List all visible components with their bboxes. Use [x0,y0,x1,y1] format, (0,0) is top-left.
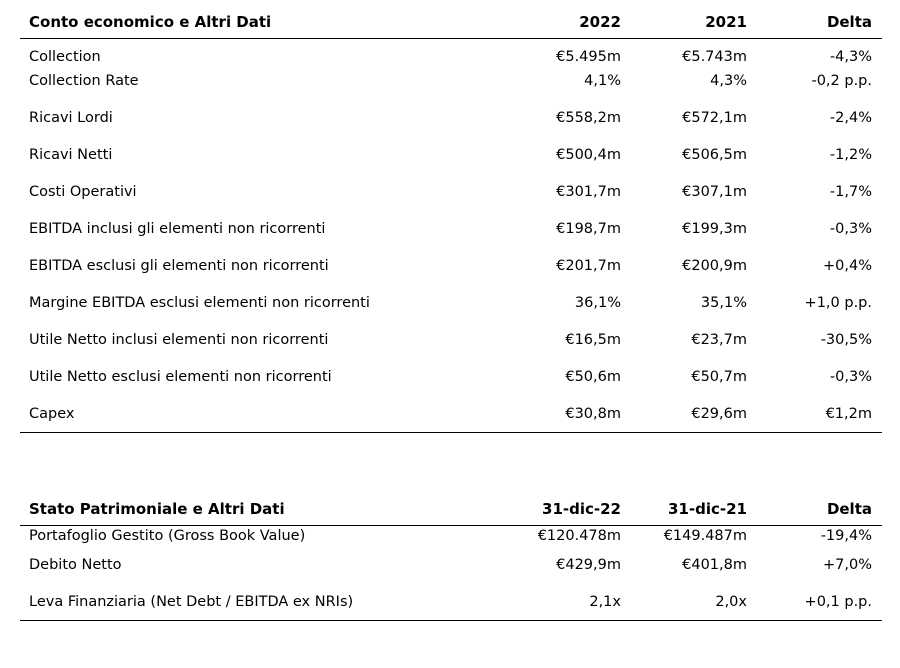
income-col-2022: 2022 [579,13,621,31]
value-2021: €572,1m [682,109,747,126]
value-delta: +0,4% [823,257,872,274]
value-2021: €506,5m [682,146,747,163]
income-statement-table: Conto economico e Altri Dati 2022 2021 D… [20,6,882,433]
row-label: Debito Netto [29,556,122,573]
row-label: Utile Netto esclusi elementi non ricorre… [29,368,332,385]
value-2021: 2,0x [715,593,747,610]
value-2022: 2,1x [589,593,621,610]
value-2022: €500,4m [556,146,621,163]
row-label: Costi Operativi [29,183,137,200]
row-label: Ricavi Netti [29,146,113,163]
row-label: Collection Rate [29,72,139,89]
table-row: Ricavi Lordi €558,2m €572,1m -2,4% [20,99,882,136]
table-row: Collection €5.495m €5.743m -4,3% [20,42,882,65]
balance-header-row: Stato Patrimoniale e Altri Dati 31-dic-2… [20,493,882,525]
table-row: EBITDA inclusi gli elementi non ricorren… [20,210,882,247]
table-row: Portafoglio Gestito (Gross Book Value) €1… [20,526,882,546]
value-2021: €199,3m [682,220,747,237]
balance-col-delta: Delta [826,500,872,518]
value-2022: 4,1% [584,72,621,89]
row-label: EBITDA inclusi gli elementi non ricorren… [29,220,326,237]
value-2022: €429,9m [556,556,621,573]
value-2021: €29,6m [691,405,747,422]
value-2021: €401,8m [682,556,747,573]
table-row: Costi Operativi €301,7m €307,1m -1,7% [20,173,882,210]
value-delta: €1,2m [825,405,872,422]
row-label: Capex [29,405,75,422]
income-body: Collection €5.495m €5.743m -4,3% Collection … [20,42,882,432]
value-2022: €558,2m [556,109,621,126]
table-row: Collection Rate 4,1% 4,3% -0,2 p.p. [20,62,882,99]
balance-title: Stato Patrimoniale e Altri Dati [29,500,285,518]
value-delta: -4,3% [829,49,872,65]
row-label: Portafoglio Gestito (Gross Book Value) [29,528,306,544]
table-row: Capex €30,8m €29,6m €1,2m [20,395,882,432]
value-2022: €198,7m [556,220,621,237]
table-row: Utile Netto inclusi elementi non ricorre… [20,321,882,358]
table-row: Leva Finanziaria (Net Debt / EBITDA ex N… [20,583,882,620]
income-header-rule [20,38,882,39]
value-delta: -0,3% [829,220,872,237]
value-delta: -1,7% [829,183,872,200]
value-delta: -19,4% [820,528,872,544]
value-2022: €301,7m [556,183,621,200]
row-label: Utile Netto inclusi elementi non ricorre… [29,331,329,348]
value-delta: -2,4% [829,109,872,126]
value-delta: +7,0% [823,556,872,573]
value-2021: €307,1m [682,183,747,200]
value-delta: +0,1 p.p. [804,593,872,610]
value-2022: €16,5m [565,331,621,348]
income-col-2021: 2021 [705,13,747,31]
value-delta: -0,3% [829,368,872,385]
table-row: Ricavi Netti €500,4m €506,5m -1,2% [20,136,882,173]
value-2022: €5.495m [556,49,621,65]
income-title: Conto economico e Altri Dati [29,13,272,31]
value-2022: €30,8m [565,405,621,422]
balance-col-2021: 31-dic-21 [668,500,747,518]
value-delta: +1,0 p.p. [804,294,872,311]
value-2022: €120.478m [537,528,621,544]
value-2021: €5.743m [682,49,747,65]
income-col-delta: Delta [826,13,872,31]
row-label: Leva Finanziaria (Net Debt / EBITDA ex N… [29,593,354,610]
value-2021: 35,1% [700,294,747,311]
balance-body: Portafoglio Gestito (Gross Book Value) €1… [20,526,882,620]
balance-col-2022: 31-dic-22 [542,500,621,518]
row-label: EBITDA esclusi gli elementi non ricorren… [29,257,329,274]
row-label: Collection [29,49,101,65]
value-2022: €50,6m [565,368,621,385]
table-row: Debito Netto €429,9m €401,8m +7,0% [20,546,882,583]
value-2021: €50,7m [691,368,747,385]
table-row: Margine EBITDA esclusi elementi non rico… [20,284,882,321]
value-delta: -30,5% [820,331,872,348]
balance-bottom-rule [20,620,882,621]
value-2021: €23,7m [691,331,747,348]
balance-sheet-table: Stato Patrimoniale e Altri Dati 31-dic-2… [20,493,882,621]
value-2021: €200,9m [682,257,747,274]
value-delta: -1,2% [829,146,872,163]
row-label: Margine EBITDA esclusi elementi non rico… [29,294,370,311]
value-2021: €149.487m [663,528,747,544]
table-row: Utile Netto esclusi elementi non ricorre… [20,358,882,395]
table-row: EBITDA esclusi gli elementi non ricorren… [20,247,882,284]
value-2022: 36,1% [574,294,621,311]
row-label: Ricavi Lordi [29,109,113,126]
income-header-row: Conto economico e Altri Dati 2022 2021 D… [20,6,882,38]
value-2022: €201,7m [556,257,621,274]
value-2021: 4,3% [710,72,747,89]
value-delta: -0,2 p.p. [811,72,872,89]
income-bottom-rule [20,432,882,433]
balance-header-rule [20,525,882,526]
